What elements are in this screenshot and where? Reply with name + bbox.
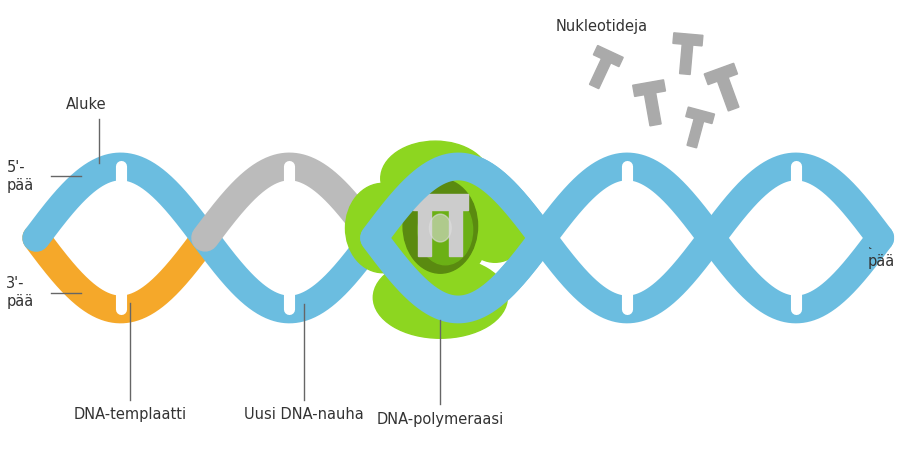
Ellipse shape — [418, 195, 472, 265]
Text: 5'-
pää: 5'- pää — [6, 160, 33, 193]
Bar — [704, 63, 737, 85]
Ellipse shape — [374, 257, 508, 338]
Text: 3'-
pää: 3'- pää — [6, 276, 33, 309]
Ellipse shape — [403, 179, 478, 273]
Ellipse shape — [459, 178, 531, 262]
Text: Nukleotideja: Nukleotideja — [555, 19, 648, 34]
Bar — [590, 57, 611, 88]
Bar — [686, 107, 715, 124]
Bar — [633, 80, 665, 96]
Bar — [593, 45, 623, 67]
Bar — [717, 76, 739, 111]
Text: DNA-templaatti: DNA-templaatti — [74, 407, 187, 422]
Ellipse shape — [391, 167, 490, 286]
Text: DNA-polymeraasi: DNA-polymeraasi — [377, 412, 504, 427]
Ellipse shape — [429, 214, 451, 242]
Ellipse shape — [381, 141, 490, 216]
Bar — [418, 206, 431, 256]
Bar — [680, 43, 693, 75]
Bar — [412, 194, 468, 210]
Bar — [449, 206, 463, 256]
Ellipse shape — [346, 183, 420, 273]
Bar — [644, 92, 662, 126]
Text: Aluke: Aluke — [66, 97, 106, 112]
Bar — [673, 33, 703, 46]
Text: 5'-
pää: 5'- pää — [868, 237, 895, 269]
Bar — [687, 118, 704, 148]
Text: Uusi DNA-nauha: Uusi DNA-nauha — [245, 407, 364, 422]
